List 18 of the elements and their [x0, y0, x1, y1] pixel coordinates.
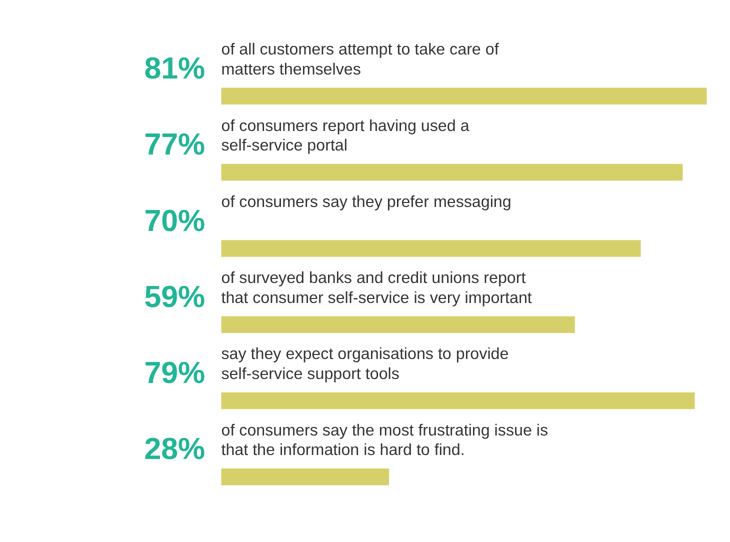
y-tick-label: of consumers say they prefer messaging — [221, 192, 512, 211]
data-label: 70% — [144, 204, 206, 238]
y-tick-label: of consumers report having used a self-service portal — [221, 116, 470, 154]
y-tick-label: of surveyed banks and credit unions report that consumer self-service is very important — [221, 269, 532, 307]
y-tick-label: of consumers say the most frustrating issue is that the information is hard to find. — [221, 421, 548, 460]
data-label: 77% — [144, 128, 206, 162]
data-label: 79% — [144, 356, 206, 390]
bar — [221, 164, 683, 181]
y-tick-label: say they expect organisations to provide self-service support tools — [221, 345, 509, 383]
bar — [221, 468, 390, 486]
data-label: 81% — [144, 51, 206, 86]
y-tick-label: of all customers attempt to take care of matters themselves — [221, 40, 500, 78]
data-label: 28% — [144, 432, 206, 466]
bar — [221, 240, 641, 257]
bar — [221, 316, 575, 333]
bar — [221, 88, 707, 105]
data-label: 59% — [144, 280, 206, 314]
bar — [221, 392, 695, 410]
